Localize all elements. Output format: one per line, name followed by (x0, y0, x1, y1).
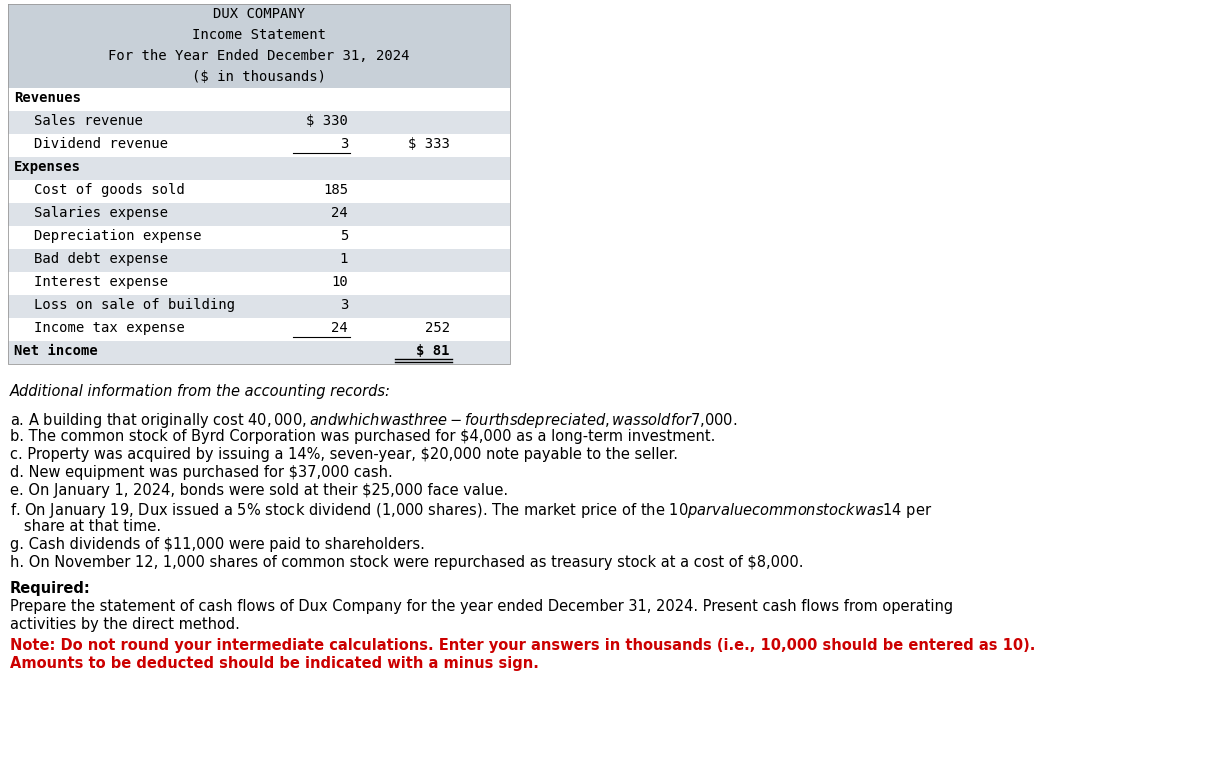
Text: Additional information from the accounting records:: Additional information from the accounti… (10, 384, 391, 399)
Text: 10: 10 (331, 275, 348, 289)
Text: Income Statement: Income Statement (192, 28, 326, 42)
Text: Revenues: Revenues (15, 91, 82, 105)
Text: 252: 252 (425, 321, 450, 335)
Text: ($ in thousands): ($ in thousands) (192, 70, 326, 84)
Text: DUX COMPANY: DUX COMPANY (213, 7, 305, 21)
Text: d. New equipment was purchased for $37,000 cash.: d. New equipment was purchased for $37,0… (10, 465, 393, 480)
FancyBboxPatch shape (9, 111, 510, 134)
Text: h. On November 12, 1,000 shares of common stock were repurchased as treasury sto: h. On November 12, 1,000 shares of commo… (10, 555, 803, 570)
Text: Loss on sale of building: Loss on sale of building (34, 298, 235, 312)
FancyBboxPatch shape (9, 180, 510, 203)
Text: c. Property was acquired by issuing a 14%, seven-year, $20,000 note payable to t: c. Property was acquired by issuing a 14… (10, 447, 678, 462)
FancyBboxPatch shape (9, 134, 510, 157)
Text: activities by the direct method.: activities by the direct method. (10, 617, 240, 632)
FancyBboxPatch shape (9, 341, 510, 364)
Text: Cost of goods sold: Cost of goods sold (34, 183, 185, 197)
FancyBboxPatch shape (9, 203, 510, 226)
Text: Amounts to be deducted should be indicated with a minus sign.: Amounts to be deducted should be indicat… (10, 656, 539, 671)
Text: 185: 185 (323, 183, 348, 197)
FancyBboxPatch shape (9, 249, 510, 272)
FancyBboxPatch shape (9, 88, 510, 111)
FancyBboxPatch shape (9, 272, 510, 295)
Text: $ 81: $ 81 (416, 344, 450, 358)
Text: 5: 5 (340, 229, 348, 243)
Text: Net income: Net income (15, 344, 97, 358)
Text: Income tax expense: Income tax expense (34, 321, 185, 335)
Text: Note: Do not round your intermediate calculations. Enter your answers in thousan: Note: Do not round your intermediate cal… (10, 638, 1036, 653)
Text: share at that time.: share at that time. (10, 519, 161, 534)
Text: g. Cash dividends of $11,000 were paid to shareholders.: g. Cash dividends of $11,000 were paid t… (10, 537, 425, 552)
Text: a. A building that originally cost $40,000, and which was three-fourths deprecia: a. A building that originally cost $40,0… (10, 411, 738, 430)
Text: 3: 3 (340, 298, 348, 312)
Text: e. On January 1, 2024, bonds were sold at their $25,000 face value.: e. On January 1, 2024, bonds were sold a… (10, 483, 509, 498)
Text: Salaries expense: Salaries expense (34, 206, 168, 220)
FancyBboxPatch shape (9, 4, 510, 88)
Text: For the Year Ended December 31, 2024: For the Year Ended December 31, 2024 (108, 49, 410, 63)
Text: Bad debt expense: Bad debt expense (34, 252, 168, 266)
FancyBboxPatch shape (9, 318, 510, 341)
Text: $ 330: $ 330 (307, 114, 348, 128)
Text: Prepare the statement of cash flows of Dux Company for the year ended December 3: Prepare the statement of cash flows of D… (10, 599, 953, 614)
Text: Required:: Required: (10, 581, 91, 596)
Text: 3: 3 (340, 137, 348, 151)
Text: f. On January 19, Dux issued a 5% stock dividend (1,000 shares). The market pric: f. On January 19, Dux issued a 5% stock … (10, 501, 932, 520)
Text: Dividend revenue: Dividend revenue (34, 137, 168, 151)
Text: 24: 24 (331, 206, 348, 220)
FancyBboxPatch shape (9, 157, 510, 180)
FancyBboxPatch shape (9, 295, 510, 318)
Text: Interest expense: Interest expense (34, 275, 168, 289)
Text: Sales revenue: Sales revenue (34, 114, 142, 128)
Text: $ 333: $ 333 (408, 137, 450, 151)
Text: Depreciation expense: Depreciation expense (34, 229, 202, 243)
Text: 24: 24 (331, 321, 348, 335)
Text: Expenses: Expenses (15, 160, 82, 174)
Text: b. The common stock of Byrd Corporation was purchased for $4,000 as a long-term : b. The common stock of Byrd Corporation … (10, 429, 716, 444)
Text: 1: 1 (340, 252, 348, 266)
FancyBboxPatch shape (9, 226, 510, 249)
